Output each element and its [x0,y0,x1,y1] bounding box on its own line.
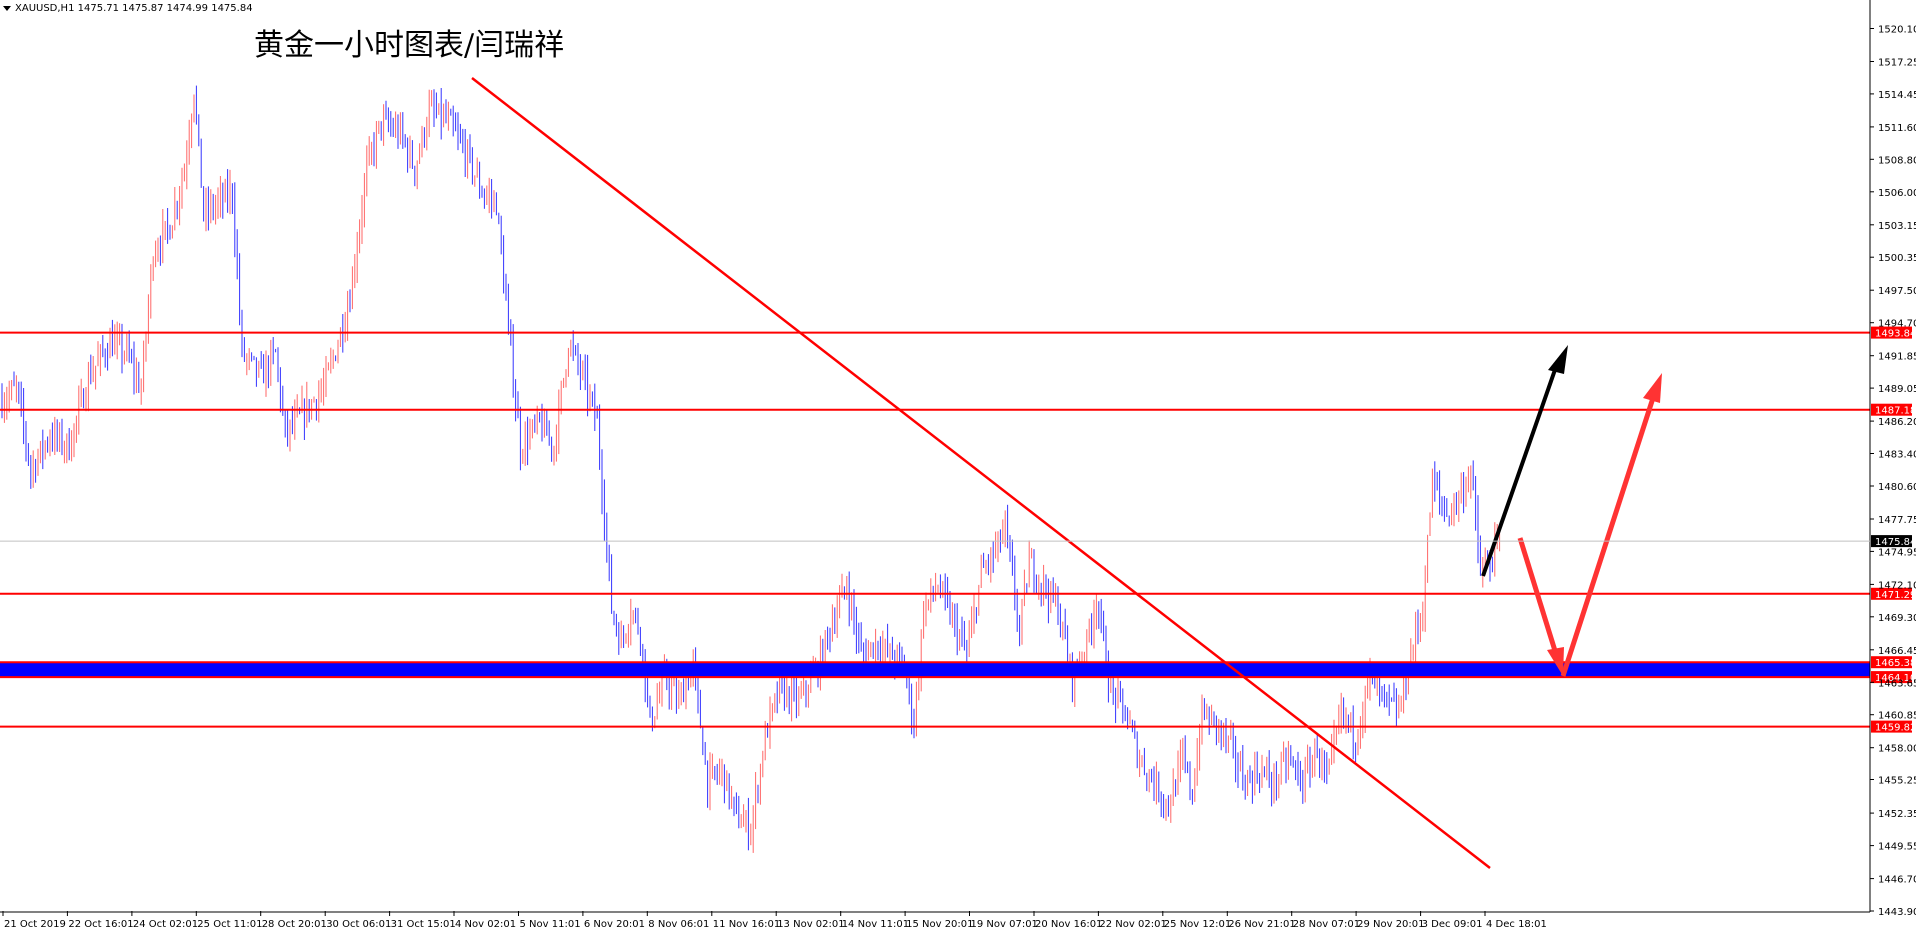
time-tick-label: 5 Nov 11:01 [520,919,581,930]
level-price-tag [1871,403,1912,416]
time-tick-label: 21 Oct 2019 [4,919,66,930]
current-price-layer: 1475.84 [0,535,1916,548]
time-tick-label: 30 Oct 06:01 [326,919,391,930]
level-price-tag [1871,671,1912,684]
price-tick-label: 1486.20 [1878,417,1916,428]
time-tick-label: 29 Nov 20:01 [1357,919,1424,930]
time-tick-label: 15 Nov 20:01 [906,919,973,930]
projection-arrow-red [1517,373,1662,677]
price-tick-label: 1472.10 [1878,580,1916,591]
price-tick-label: 1449.55 [1878,842,1916,853]
time-tick-label: 4 Dec 18:01 [1486,919,1547,930]
price-tick-label: 1455.25 [1878,776,1916,787]
price-tick-label: 1466.45 [1878,646,1916,657]
level-price-tag [1871,720,1912,733]
price-axis: 1520.10 1517.25 1514.45 1511.60 1508.80 1506.… [1870,25,1916,918]
time-tick-label: 31 Oct 15:01 [391,919,456,930]
level-price-label: 1471.29 [1875,590,1916,601]
price-tick-label: 1477.75 [1878,515,1916,526]
level-price-label: 1465.38 [1875,658,1916,669]
time-tick-label: 28 Oct 20:01 [262,919,327,930]
time-tick-label: 22 Oct 16:01 [68,919,133,930]
time-tick-label: 26 Nov 21:01 [1228,919,1295,930]
price-tick-label: 1514.45 [1878,90,1916,101]
level-price-label: 1459.82 [1875,723,1916,734]
header: XAUUSD,H1 1475.71 1475.87 1474.99 1475.8… [3,3,564,63]
price-tick-label: 1474.95 [1878,547,1916,558]
level-price-tag [1871,656,1912,669]
price-tick-label: 1483.40 [1878,450,1916,461]
price-tick-label: 1500.35 [1878,253,1916,264]
price-tick-label: 1458.00 [1878,744,1916,755]
symbol-info: XAUUSD,H1 1475.71 1475.87 1474.99 1475.8… [15,3,253,14]
price-tick-label: 1446.70 [1878,875,1916,886]
support-zone [0,662,1870,677]
price-tick-label: 1508.80 [1878,155,1916,166]
price-tick-label: 1520.10 [1878,25,1916,36]
price-tick-label: 1489.05 [1878,384,1916,395]
time-tick-label: 13 Nov 02:01 [777,919,844,930]
price-tick-label: 1497.50 [1878,286,1916,297]
time-tick-label: 25 Nov 12:01 [1164,919,1231,930]
price-tick-label: 1491.85 [1878,352,1916,363]
price-tick-label: 1469.30 [1878,613,1916,624]
time-tick-label: 20 Nov 16:01 [1035,919,1102,930]
price-tick-label: 1463.65 [1878,678,1916,689]
price-tick-label: 1503.15 [1878,221,1916,232]
time-tick-label: 3 Dec 09:01 [1422,919,1483,930]
time-tick-label: 22 Nov 02:01 [1099,919,1166,930]
time-tick-label: 6 Nov 20:01 [584,919,645,930]
time-tick-label: 4 Nov 02:01 [455,919,516,930]
price-tick-label: 1443.90 [1878,907,1916,918]
trendline [471,77,1491,869]
price-tick-label: 1517.25 [1878,58,1916,69]
current-price-tag [1871,535,1912,548]
price-tick-label: 1460.85 [1878,711,1916,722]
price-tick-label: 1452.35 [1878,809,1916,820]
level-price-label: 1487.18 [1875,406,1916,417]
level-price-label: 1493.84 [1875,329,1916,340]
level-price-label: 1464.10 [1875,673,1916,684]
current-price-label: 1475.84 [1875,537,1916,548]
time-tick-label: 25 Oct 11:01 [197,919,262,930]
time-tick-label: 14 Nov 11:01 [842,919,909,930]
dropdown-triangle-icon [3,6,11,11]
price-tick-label: 1480.60 [1878,482,1916,493]
price-tick-label: 1511.60 [1878,123,1916,134]
time-tick-label: 8 Nov 06:01 [648,919,709,930]
time-tick-label: 19 Nov 07:01 [971,919,1038,930]
price-tick-label: 1494.70 [1878,319,1916,330]
time-axis: 21 Oct 2019 22 Oct 16:01 24 Oct 02:01 25 Oc… [2,911,1547,930]
chart-annotation: 黄金一小时图表/闫瑞祥 [254,28,564,63]
time-tick-label: 24 Oct 02:01 [133,919,198,930]
levels-layer: 1493.84 1487.18 1471.29 1465.38 1464.10 1459.… [0,326,1916,734]
time-tick-label: 11 Nov 16:01 [713,919,780,930]
level-price-tag [1871,326,1912,339]
time-tick-label: 28 Nov 07:01 [1293,919,1360,930]
level-price-tag [1871,587,1912,600]
price-tick-label: 1506.00 [1878,188,1916,199]
